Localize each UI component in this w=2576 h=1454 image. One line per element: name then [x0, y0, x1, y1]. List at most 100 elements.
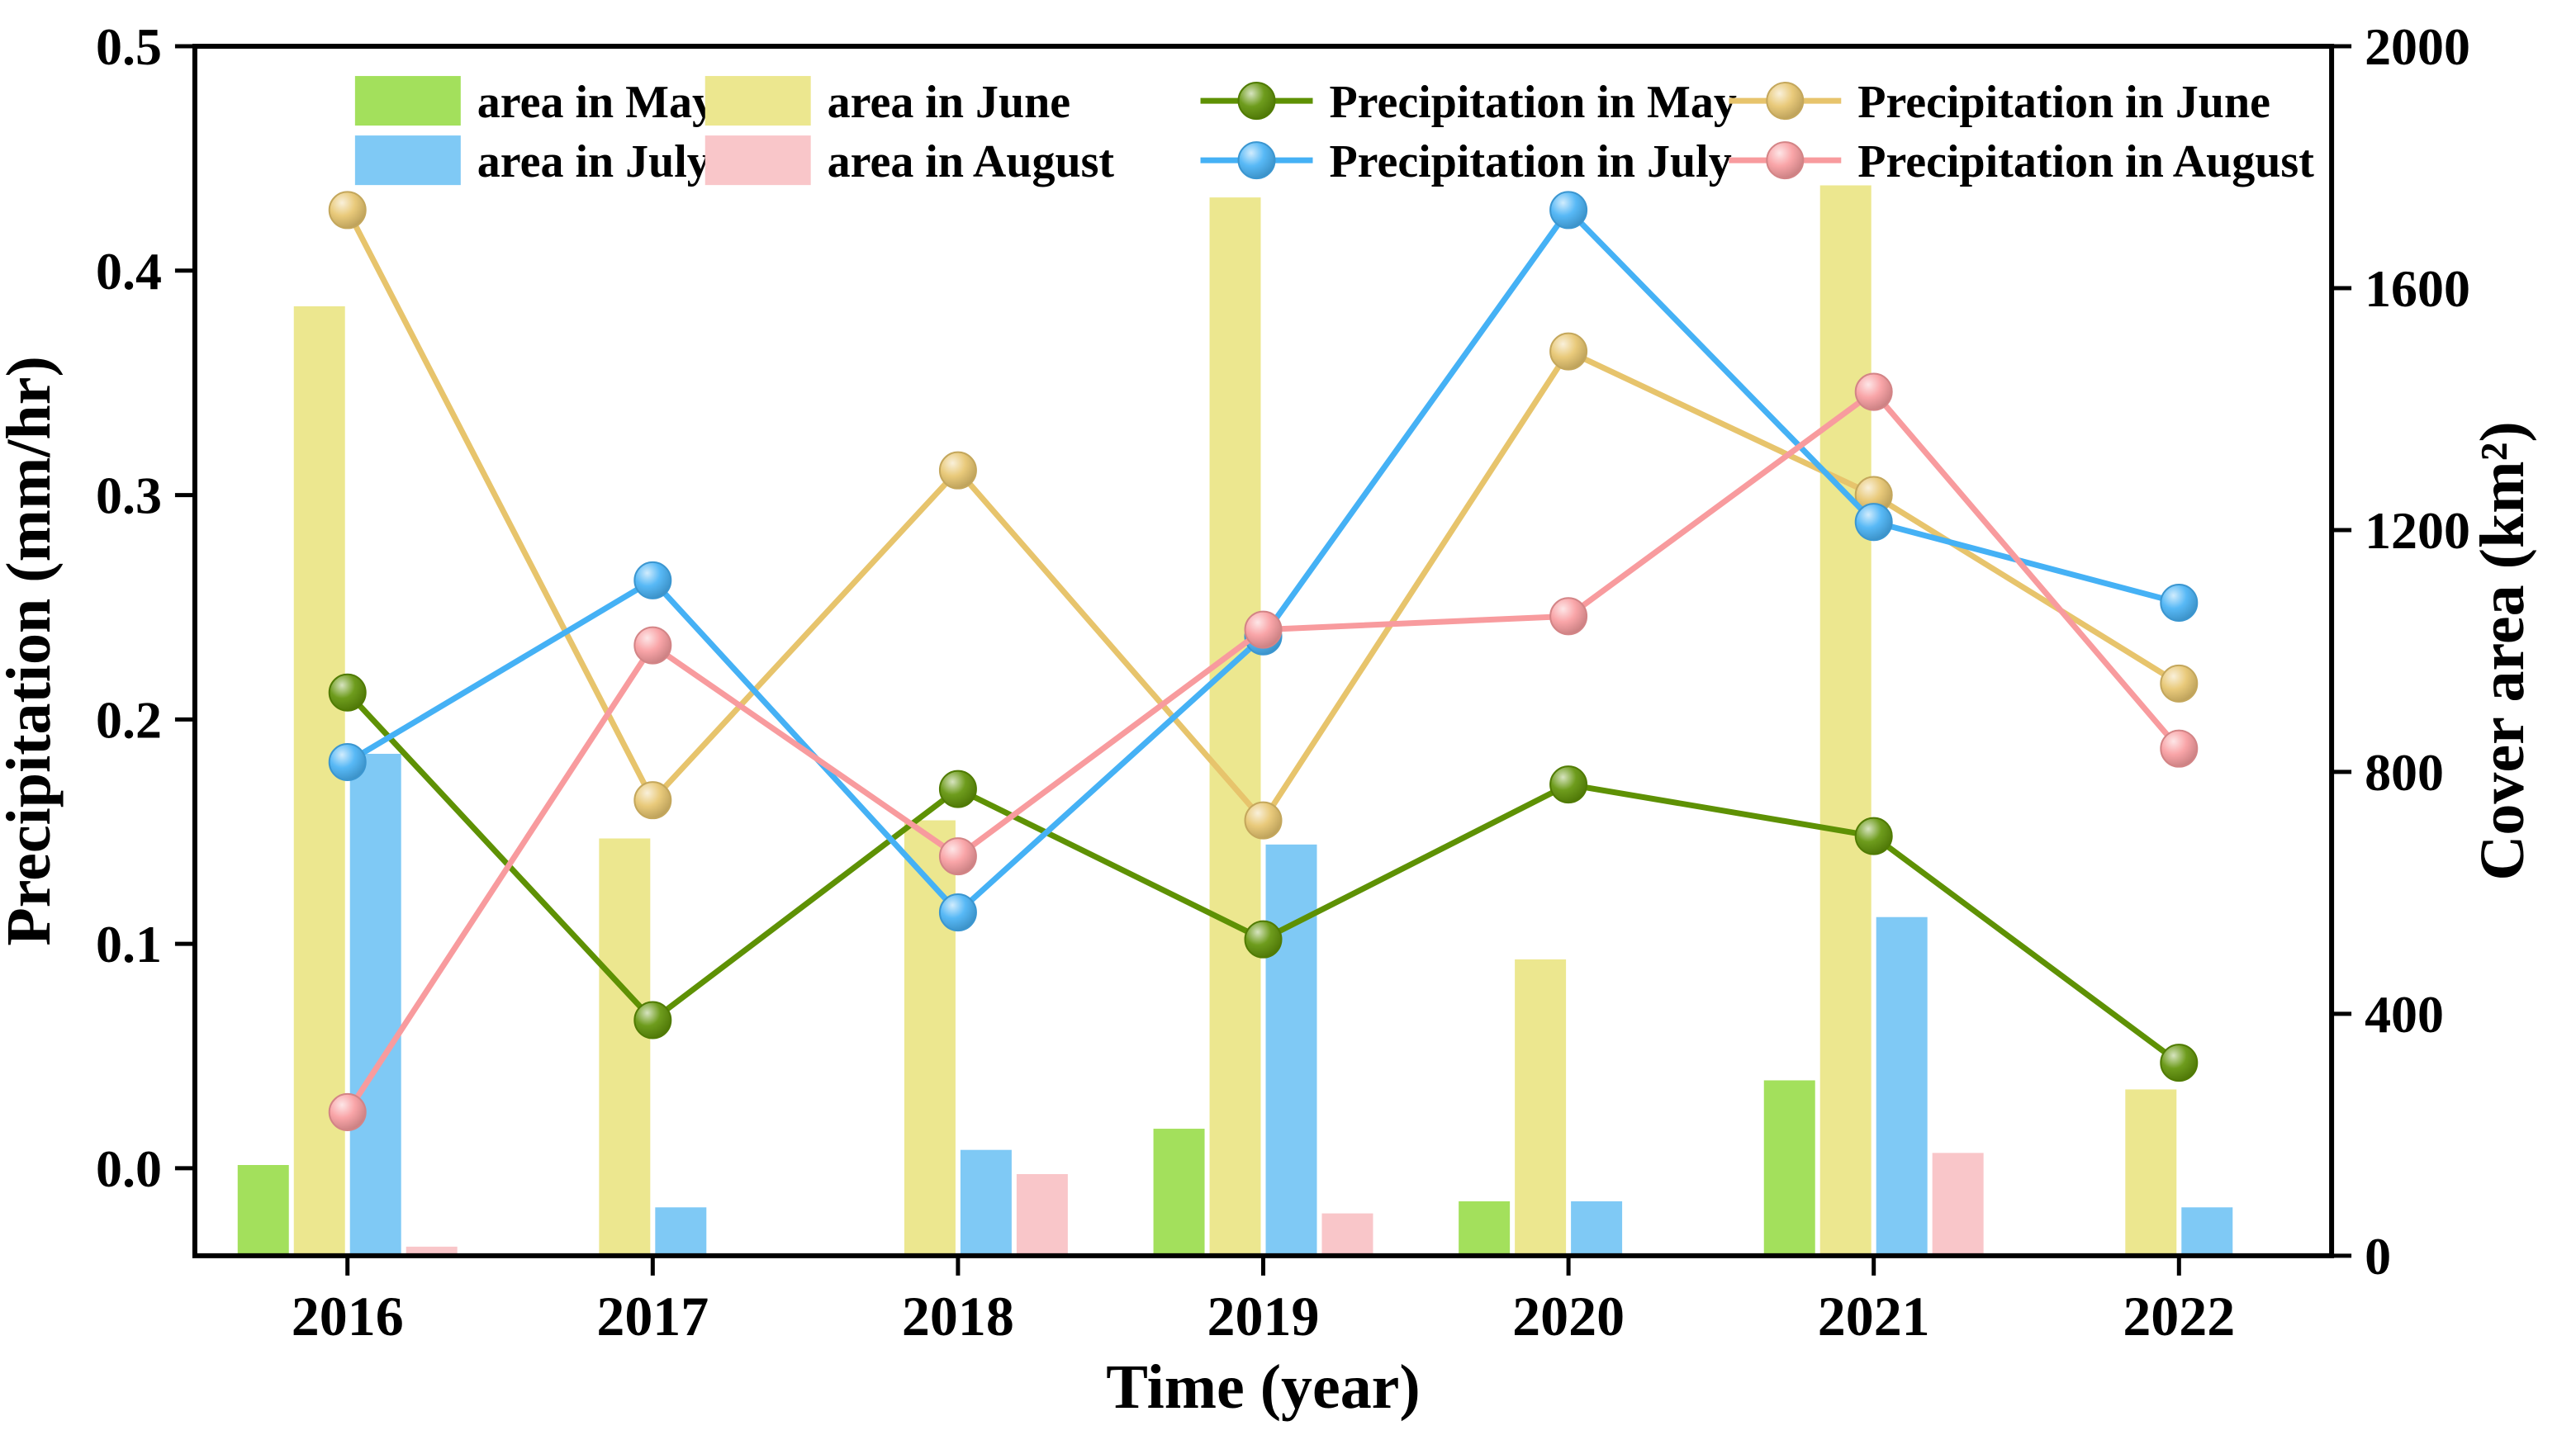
x-tick-label: 2016 — [292, 1285, 404, 1347]
data-marker — [1244, 610, 1283, 649]
axes-layer: 2016 2017 2018 2019 2020 2021 2022 0.0 0.1 0.2 0.3… — [0, 17, 2537, 1422]
data-marker — [2160, 584, 2199, 623]
left-tick-label: 0.1 — [96, 915, 162, 973]
data-marker — [328, 673, 367, 712]
right-tick-label: 0 — [2365, 1227, 2391, 1286]
data-marker — [2160, 729, 2199, 768]
bar — [237, 1165, 289, 1256]
left-tick-label: 0.0 — [96, 1139, 162, 1198]
legend-label: area in August — [828, 136, 1115, 187]
legend-swatch — [354, 76, 461, 126]
bar — [599, 838, 651, 1256]
bar-series-2 — [293, 185, 2177, 1256]
data-marker — [1549, 332, 1588, 371]
data-marker — [633, 1001, 672, 1040]
legend-label: area in June — [828, 77, 1070, 128]
bar — [960, 1149, 1012, 1256]
data-marker — [633, 561, 672, 599]
legend-label: Precipitation in August — [1857, 136, 2314, 187]
data-marker — [938, 837, 977, 876]
data-marker — [1854, 372, 1893, 411]
data-marker — [633, 626, 672, 665]
legend-marker — [1237, 141, 1276, 180]
legend-label: Precipitation in June — [1857, 77, 2270, 128]
data-marker — [328, 1092, 367, 1131]
x-tick-label: 2022 — [2123, 1285, 2235, 1347]
x-tick-label: 2019 — [1207, 1285, 1320, 1347]
bar — [1265, 844, 1317, 1256]
bar-series-1 — [237, 1080, 1815, 1256]
bar — [1515, 959, 1567, 1256]
legend-item-bar-4: area in August — [704, 135, 1115, 187]
legend-label: Precipitation in July — [1329, 136, 1731, 187]
left-tick-label: 0.5 — [96, 17, 162, 76]
bar — [1321, 1213, 1373, 1256]
bar-series-4 — [406, 1153, 1984, 1256]
x-tick-label: 2017 — [596, 1285, 709, 1347]
data-marker — [633, 781, 672, 820]
line-series-2 — [328, 191, 2199, 840]
right-tick-label: 1600 — [2365, 259, 2470, 318]
bar — [1153, 1129, 1205, 1256]
data-marker — [1854, 817, 1893, 855]
legend-item-line-1: Precipitation in May — [1200, 77, 1737, 128]
bar — [1819, 185, 1872, 1256]
x-axis-title: Time (year) — [1106, 1352, 1420, 1422]
legend-swatch — [354, 135, 461, 186]
legend-marker — [1766, 82, 1805, 121]
right-tick-label: 800 — [2365, 743, 2444, 802]
legend-label: area in July — [477, 136, 710, 187]
data-marker — [1244, 801, 1283, 840]
data-marker — [938, 893, 977, 932]
bar — [406, 1246, 458, 1256]
line-series-1 — [328, 673, 2199, 1082]
left-axis-title: Precipitation (mm/hr) — [0, 356, 64, 945]
bar — [349, 753, 401, 1256]
bar — [655, 1207, 707, 1256]
right-tick-label: 2000 — [2365, 17, 2470, 76]
left-tick-label: 0.2 — [96, 690, 162, 749]
legend-label: area in May — [477, 77, 715, 128]
bar — [2181, 1207, 2233, 1256]
right-tick-label: 400 — [2365, 985, 2444, 1044]
data-marker — [938, 451, 977, 490]
right-tick-label: 1200 — [2365, 501, 2470, 560]
bar — [904, 820, 956, 1256]
left-tick-label: 0.4 — [96, 242, 162, 301]
bar — [1209, 197, 1261, 1256]
data-marker — [1854, 503, 1893, 542]
legend-swatch — [704, 76, 811, 126]
x-tick-label: 2020 — [1512, 1285, 1625, 1347]
bar — [1571, 1201, 1623, 1256]
legend-item-line-2: Precipitation in June — [1729, 77, 2270, 128]
bars-layer — [237, 185, 2233, 1256]
data-marker — [2160, 664, 2199, 703]
data-marker — [1549, 191, 1588, 230]
bar — [1459, 1201, 1511, 1256]
data-marker — [1549, 597, 1588, 636]
data-marker — [328, 191, 367, 230]
bar — [1016, 1173, 1068, 1256]
bar — [1876, 916, 1928, 1256]
line-series-4 — [328, 372, 2199, 1131]
data-marker — [1549, 765, 1588, 804]
legend-label: Precipitation in May — [1329, 77, 1736, 128]
legend-marker — [1766, 141, 1805, 180]
data-marker — [328, 742, 367, 781]
left-tick-label: 0.3 — [96, 467, 162, 525]
lines-layer — [328, 191, 2199, 1131]
data-marker — [1244, 920, 1283, 959]
x-tick-label: 2021 — [1818, 1285, 1930, 1347]
bar-series-3 — [349, 753, 2233, 1256]
legend-swatch — [704, 135, 811, 186]
legend-marker — [1237, 82, 1276, 121]
legend-item-bar-2: area in June — [704, 76, 1070, 128]
legend-item-bar-1: area in May — [354, 76, 715, 128]
data-marker — [938, 770, 977, 808]
legend-item-bar-3: area in July — [354, 135, 710, 187]
legend-item-line-4: Precipitation in August — [1729, 136, 2314, 187]
legend-item-line-3: Precipitation in July — [1200, 136, 1732, 187]
legend: area in May area in June area in July area … — [354, 76, 2314, 187]
